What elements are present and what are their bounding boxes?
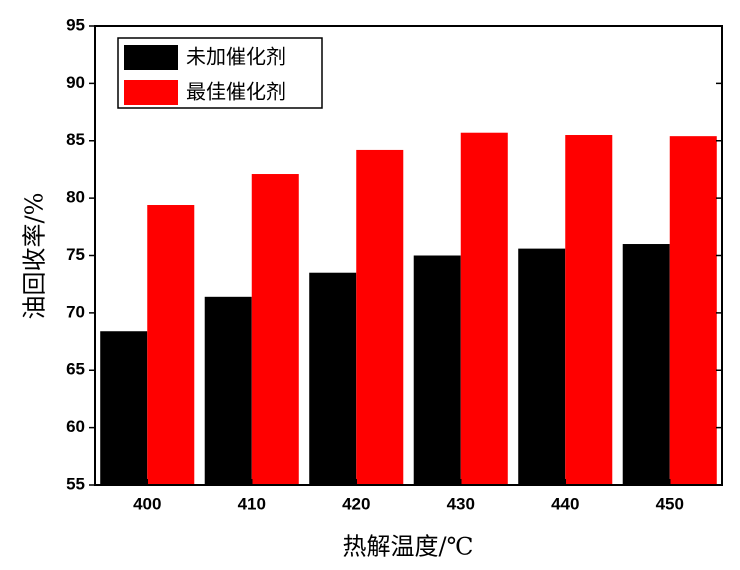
bar	[460, 132, 508, 485]
legend-swatch	[124, 80, 178, 105]
y-tick-label: 80	[66, 188, 85, 207]
x-axis-label: 热解温度/℃	[343, 533, 474, 561]
y-tick-label: 55	[66, 474, 85, 493]
bar	[565, 135, 613, 485]
bar	[622, 244, 670, 485]
y-tick-label: 90	[66, 73, 85, 92]
x-tick-label: 410	[238, 494, 266, 513]
y-tick-label: 60	[66, 417, 85, 436]
legend-label: 最佳催化剂	[186, 80, 286, 103]
x-tick-label: 400	[133, 494, 161, 513]
bar	[147, 205, 195, 485]
bar	[204, 296, 252, 485]
y-axis-label: 油回收率/%	[21, 193, 49, 320]
y-tick-label: 85	[66, 130, 85, 149]
y-tick-label: 75	[66, 245, 85, 264]
x-tick-label: 420	[342, 494, 370, 513]
bar	[309, 272, 357, 485]
x-tick-label: 450	[656, 494, 684, 513]
bar	[669, 136, 717, 485]
bar	[518, 248, 566, 485]
x-tick-label: 430	[447, 494, 475, 513]
legend-swatch	[124, 45, 178, 70]
y-tick-label: 65	[66, 360, 85, 379]
legend-label: 未加催化剂	[186, 45, 286, 68]
bar	[100, 331, 148, 485]
y-tick-label: 70	[66, 302, 85, 321]
bar	[251, 174, 299, 485]
y-tick-label: 95	[66, 15, 85, 34]
bar	[413, 255, 461, 485]
plot-frame	[94, 25, 723, 486]
bar	[356, 149, 404, 485]
x-tick-label: 440	[551, 494, 579, 513]
